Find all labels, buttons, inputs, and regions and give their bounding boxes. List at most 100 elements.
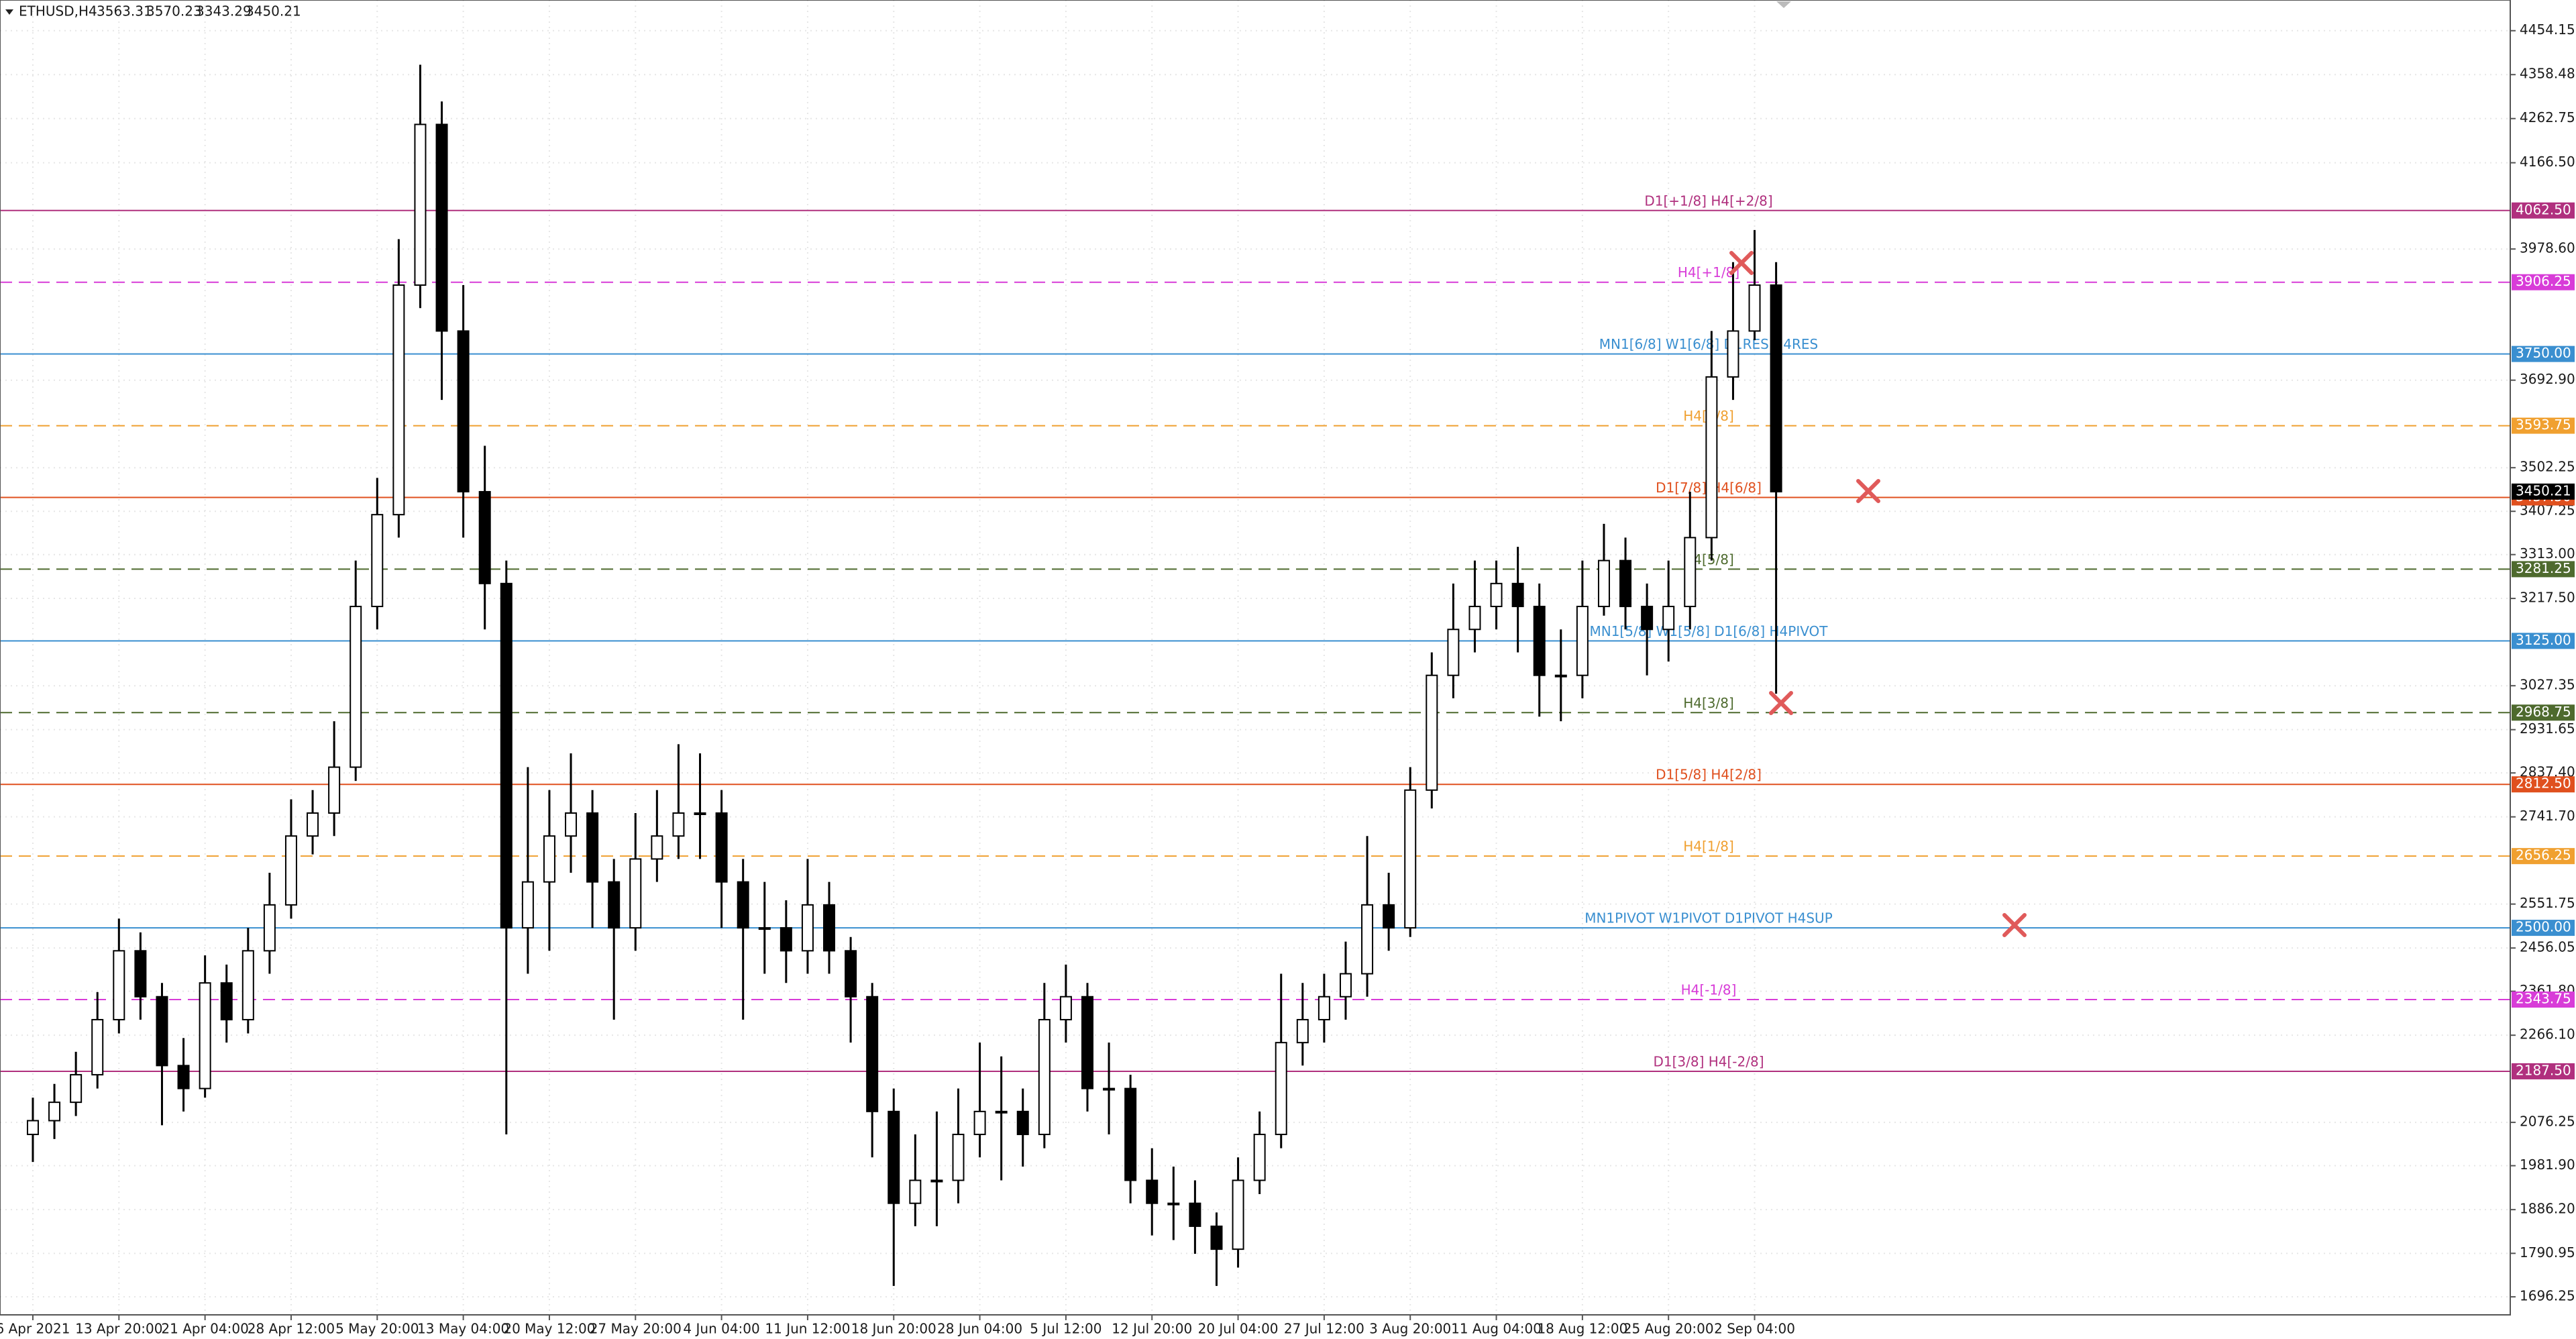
candle-body (1727, 330, 1739, 378)
x-tick-label: 5 Jul 12:00 (1030, 1321, 1102, 1337)
markers (1729, 251, 2027, 937)
x-tick-label: 27 Jul 12:00 (1284, 1321, 1364, 1337)
price-tag (2512, 202, 2575, 219)
candle-body (1232, 1179, 1244, 1250)
candle-body (1383, 904, 1395, 929)
price-tag-label: 3906.25 (2516, 273, 2571, 289)
candle-body (737, 881, 749, 929)
x-tick-label: 2 Sep 04:00 (1714, 1321, 1795, 1337)
candle-body (1641, 606, 1654, 631)
candle-body (1533, 606, 1546, 676)
candle-body (1361, 904, 1374, 975)
high: 3570.23 (146, 3, 202, 19)
y-tick-label: 3027.35 (2520, 677, 2575, 693)
candle-body (1490, 582, 1503, 608)
cross-marker (1769, 691, 1793, 715)
candle-body (328, 766, 341, 814)
y-tick-label: 3313.00 (2520, 545, 2575, 561)
candle-body (177, 1065, 190, 1089)
candle-body (952, 1134, 965, 1181)
level-label: D1[5/8] H4[2/8] (1656, 767, 1762, 783)
cross-marker (2002, 913, 2027, 937)
x-tick-label: 6 Apr 2021 (0, 1321, 70, 1337)
candle-body (435, 123, 448, 332)
candle-body (1296, 1018, 1309, 1044)
candle-body (48, 1102, 61, 1122)
price-tag (2512, 1063, 2575, 1079)
candle-body (1426, 674, 1438, 791)
y-tick-label: 2551.75 (2520, 895, 2575, 911)
candle-body (995, 1110, 1008, 1114)
candle-body (888, 1110, 900, 1204)
candle-body (1253, 1134, 1266, 1181)
candle-body (284, 835, 297, 906)
x-tick-label: 3 Aug 20:00 (1369, 1321, 1451, 1337)
price-tag-label: 2812.50 (2516, 775, 2571, 792)
y-tick-label: 3217.50 (2520, 590, 2575, 606)
candle-body (1404, 789, 1417, 929)
candle-body (866, 996, 879, 1112)
candle-body (930, 1179, 943, 1183)
current-price-label: 3450.21 (2516, 482, 2571, 498)
candle-body (823, 904, 836, 952)
y-tick-label: 4262.75 (2520, 109, 2575, 125)
x-tick-label: 12 Jul 20:00 (1112, 1321, 1192, 1337)
grid (0, 0, 2510, 1315)
price-tag-label: 3593.75 (2516, 417, 2571, 433)
y-tick-label: 1696.25 (2520, 1288, 2575, 1304)
candle-body (1210, 1225, 1223, 1250)
level-label: D1[+1/8] H4[+2/8] (1644, 193, 1772, 209)
close: 3450.21 (246, 3, 301, 19)
level-label: H4[-1/8] (1681, 982, 1737, 998)
x-tick-label: 13 May 04:00 (417, 1321, 509, 1337)
y-tick-label: 1790.95 (2520, 1244, 2575, 1261)
candle-body (1597, 559, 1610, 608)
candle-body (1662, 606, 1675, 631)
x-tick-label: 27 May 20:00 (590, 1321, 682, 1337)
x-tick-label: 11 Jun 12:00 (765, 1321, 850, 1337)
level-label: MN1PIVOT W1PIVOT D1PIVOT H4SUP (1585, 910, 1833, 926)
y-tick-label: 3692.90 (2520, 371, 2575, 387)
header: ETHUSD,H4 3563.31 3570.23 3343.29 3450.2… (5, 3, 301, 19)
menu-arrow (5, 9, 13, 15)
price-tag-label: 3750.00 (2516, 345, 2571, 361)
y-tick-label: 1981.90 (2520, 1157, 2575, 1173)
price-tag (2512, 561, 2575, 578)
price-tag (2512, 417, 2575, 434)
candle-body (70, 1074, 83, 1104)
y-tick-label: 2076.25 (2520, 1114, 2575, 1130)
shift-marker (1776, 1, 1791, 8)
candle-body (672, 812, 685, 837)
candle-body (1684, 537, 1697, 608)
price-tag-label: 2187.50 (2516, 1062, 2571, 1078)
price-tag (2512, 848, 2575, 865)
candle-body (973, 1110, 986, 1136)
price-tag (2512, 274, 2575, 290)
candle-body (801, 904, 814, 952)
y-tick-label: 2741.70 (2520, 808, 2575, 824)
y-tick-label: 2931.65 (2520, 720, 2575, 737)
price-tag-label: 3281.25 (2516, 560, 2571, 576)
candle-body (1554, 674, 1567, 678)
x-tick-label: 18 Aug 12:00 (1537, 1321, 1627, 1337)
price-tag (2512, 345, 2575, 362)
cross-marker (1856, 479, 1880, 503)
candle-body (1748, 284, 1761, 332)
current-price-tag (2512, 483, 2575, 500)
candle-body (1576, 606, 1589, 676)
candle-body (371, 514, 384, 608)
level-label: D1[3/8] H4[-2/8] (1653, 1053, 1764, 1069)
candle-body (565, 812, 578, 837)
price-tag (2512, 633, 2575, 649)
candle-body (350, 606, 362, 768)
candle-body (715, 812, 728, 883)
price-tag (2512, 776, 2575, 793)
candle-body (1318, 996, 1330, 1020)
candle-body (414, 123, 427, 286)
price-tag (2512, 920, 2575, 936)
candle-body (1103, 1087, 1116, 1091)
price-tag-label: 2656.25 (2516, 847, 2571, 863)
candle-body (586, 812, 599, 883)
price-tag (2512, 992, 2575, 1008)
